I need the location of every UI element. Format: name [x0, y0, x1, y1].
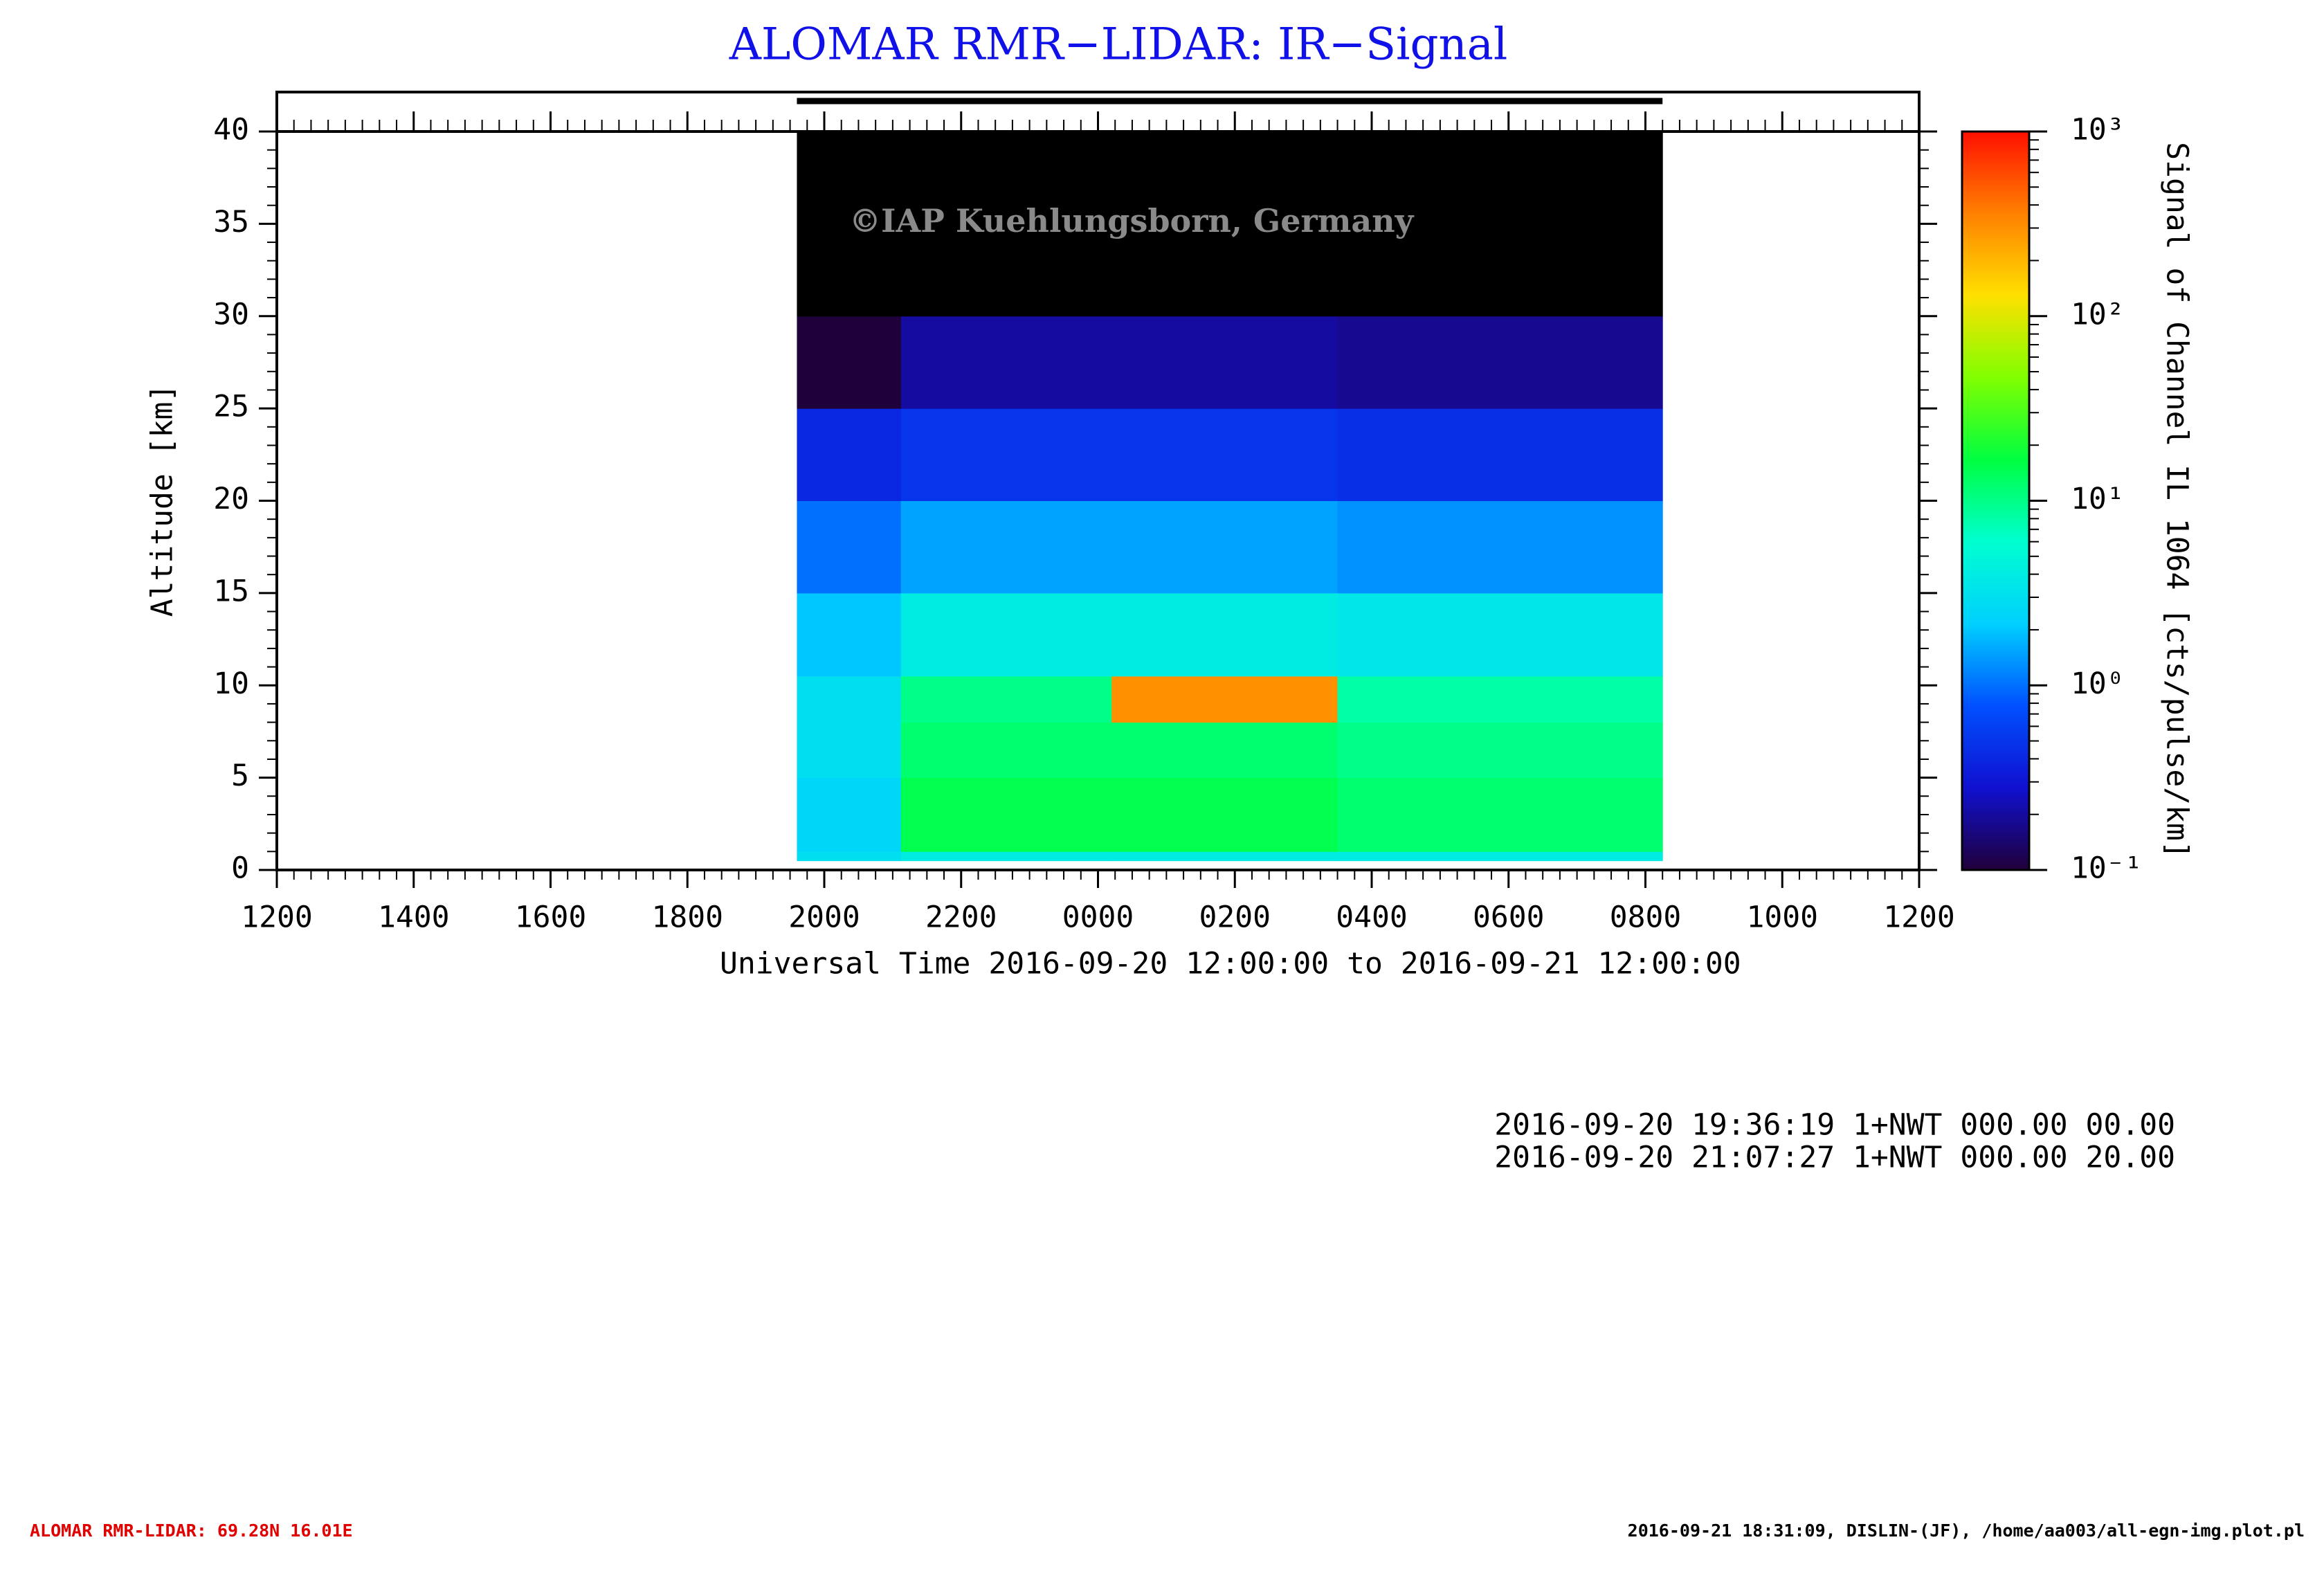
footer-right: 2016-09-21 18:31:09, DISLIN-(JF), /home/…	[1628, 1521, 2305, 1541]
heatmap-cell	[1337, 592, 1663, 677]
heatmap-cell	[900, 500, 1112, 594]
colorbar-tick-label: 10²	[2071, 297, 2125, 332]
y-tick-label: 15	[213, 574, 249, 608]
y-axis-label: Altitude [km]	[145, 384, 180, 617]
heatmap-cell	[1337, 851, 1663, 862]
y-tick-label: 10	[213, 666, 249, 701]
heatmap-cell	[900, 777, 1112, 852]
heatmap-cell	[797, 722, 902, 779]
y-tick-label: 20	[213, 482, 249, 516]
x-tick-label: 0400	[1336, 900, 1408, 935]
x-axis-label: Universal Time 2016-09-20 12:00:00 to 20…	[720, 947, 1741, 981]
heatmap-cell	[1111, 408, 1338, 501]
y-tick-label: 0	[231, 851, 249, 886]
heatmap-cell	[797, 777, 902, 852]
x-tick-label: 0200	[1199, 900, 1271, 935]
y-tick-label: 40	[213, 113, 249, 147]
heatmap-cell	[1337, 722, 1663, 779]
x-tick-label: 0800	[1610, 900, 1682, 935]
heatmap-cell	[1111, 500, 1338, 594]
y-tick-label: 25	[213, 390, 249, 424]
x-tick-label: 0000	[1062, 900, 1134, 935]
x-tick-label: 1200	[1883, 900, 1955, 935]
heatmap-cell	[797, 675, 902, 723]
heatmap-cell	[797, 851, 902, 862]
y-tick-label: 35	[213, 205, 249, 239]
colorbar	[1961, 130, 2031, 871]
measurement-line: 2016-09-20 19:36:19 1+NWT 000.00 00.00	[1494, 1108, 2175, 1143]
colorbar-tick-label: 10¹	[2071, 482, 2125, 516]
x-tick-label: 1200	[241, 900, 313, 935]
heatmap-cell	[1111, 851, 1338, 862]
heatmap-cell	[900, 675, 1112, 723]
y-tick-label: 5	[231, 759, 249, 793]
heatmap-cell	[1111, 777, 1338, 852]
heatmap-cell	[1337, 500, 1663, 594]
watermark: ©IAP Kuehlungsborn, Germany	[849, 202, 1415, 239]
colorbar-tick-label: 10⁻¹	[2071, 851, 2143, 886]
heatmap-cell	[797, 408, 902, 501]
chart-title: ALOMAR RMR−LIDAR: IR−Signal	[729, 19, 1508, 71]
heatmap-cell	[900, 131, 1112, 317]
heatmap-cell	[1111, 722, 1338, 779]
heatmap-cell	[797, 500, 902, 594]
heatmap-cell	[900, 722, 1112, 779]
heatmap-cell	[1337, 777, 1663, 852]
heatmap-cell	[1337, 675, 1663, 723]
heatmap-cell	[900, 408, 1112, 501]
x-tick-label: 1400	[378, 900, 450, 935]
y-tick-label: 30	[213, 297, 249, 332]
measurement-line: 2016-09-20 21:07:27 1+NWT 000.00 20.00	[1494, 1141, 2175, 1175]
heatmap-cell	[900, 592, 1112, 677]
heatmap-cell	[797, 316, 902, 409]
x-tick-label: 1800	[651, 900, 723, 935]
heatmap-cell	[1111, 675, 1338, 723]
colorbar-tick-label: 10³	[2071, 113, 2125, 147]
heatmap-cell	[797, 592, 902, 677]
heatmap-cell	[1337, 408, 1663, 501]
colorbar-label: Signal of Channel IL 1064 [cts/pulse/km]	[2160, 142, 2195, 859]
x-tick-label: 2200	[925, 900, 997, 935]
heatmap-cell	[900, 316, 1112, 409]
x-tick-label: 1000	[1746, 900, 1818, 935]
heatmap-cell	[1111, 592, 1338, 677]
footer-left: ALOMAR RMR-LIDAR: 69.28N 16.01E	[30, 1521, 353, 1541]
heatmap-cell	[1337, 131, 1663, 317]
heatmap-cell	[1111, 131, 1338, 317]
x-tick-label: 2000	[788, 900, 860, 935]
heatmap-cell	[1111, 316, 1338, 409]
colorbar-tick-label: 10⁰	[2071, 666, 2125, 701]
heatmap-cell	[797, 131, 902, 317]
x-tick-label: 0600	[1473, 900, 1545, 935]
x-tick-label: 1600	[515, 900, 587, 935]
heatmap-cell	[900, 851, 1112, 862]
heatmap-cell	[1337, 316, 1663, 409]
